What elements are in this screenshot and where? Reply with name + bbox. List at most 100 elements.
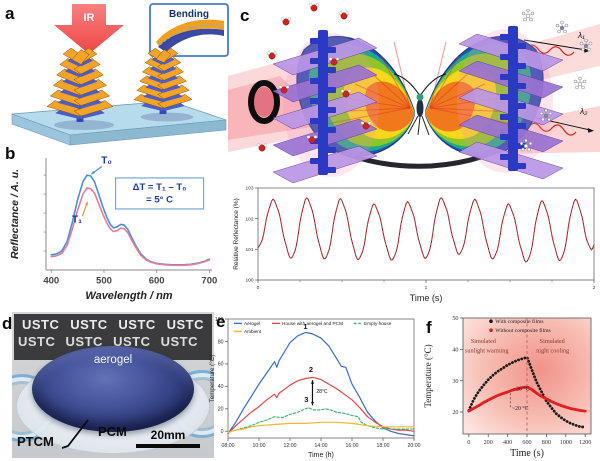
svg-text:= 5° C: = 5° C bbox=[146, 194, 173, 205]
pcm-pointer-line bbox=[61, 419, 89, 449]
lambda1-annotation: λ₁ bbox=[523, 30, 590, 56]
watermark-text: USTC bbox=[70, 317, 108, 332]
panel-f-chart: 0 200 400 600 800 1000 1200 20 30 40 50 Time (s) Tem… bbox=[423, 315, 592, 459]
watermark-text: USTC bbox=[118, 317, 156, 332]
svg-text:2: 2 bbox=[593, 285, 596, 291]
svg-text:1: 1 bbox=[303, 322, 307, 331]
scale-bar bbox=[136, 444, 200, 448]
svg-text:28°C: 28°C bbox=[316, 389, 328, 395]
svg-text:Relative Reflectance (%): Relative Reflectance (%) bbox=[233, 198, 240, 270]
watermark-text: USTC bbox=[113, 334, 151, 349]
svg-text:Wavelength / nm: Wavelength / nm bbox=[85, 290, 172, 302]
svg-text:100: 100 bbox=[215, 317, 224, 323]
svg-text:100: 100 bbox=[245, 278, 253, 284]
panel-c-chart: 0 1 2 100 101 102 103 Time (s) Relative Reflecta… bbox=[233, 186, 596, 303]
panel-c-illustration: λ₁ λ₂ bbox=[228, 3, 600, 184]
bending-inset: Bending bbox=[149, 3, 229, 57]
aerogel-label: aerogel bbox=[93, 354, 133, 366]
pcm-label: PCM bbox=[98, 424, 127, 439]
svg-text:800: 800 bbox=[542, 439, 551, 446]
watermark-text: USTC bbox=[65, 334, 103, 349]
lambda1-label: λ₁ bbox=[577, 30, 585, 40]
svg-text:30: 30 bbox=[452, 378, 458, 385]
svg-text:600: 600 bbox=[149, 276, 165, 287]
svg-text:night cooling: night cooling bbox=[536, 347, 569, 354]
svg-text:700: 700 bbox=[201, 276, 217, 287]
lambda2-label: λ₂ bbox=[579, 106, 588, 116]
panel-a-letter: a bbox=[5, 4, 15, 23]
svg-text:14:00: 14:00 bbox=[315, 443, 328, 449]
svg-text:3: 3 bbox=[304, 395, 308, 404]
ir-label: IR bbox=[84, 12, 95, 24]
svg-text:400: 400 bbox=[503, 439, 512, 446]
svg-text:18:00: 18:00 bbox=[377, 443, 390, 449]
panel-f-letter: f bbox=[426, 318, 432, 337]
svg-text:500: 500 bbox=[96, 276, 112, 287]
svg-text:400: 400 bbox=[43, 276, 59, 287]
svg-text:80: 80 bbox=[218, 339, 224, 345]
ir-arrow-icon bbox=[54, 4, 124, 54]
svg-text:2: 2 bbox=[309, 365, 313, 374]
svg-text:0: 0 bbox=[221, 429, 224, 435]
svg-text:50: 50 bbox=[452, 315, 458, 322]
svg-text:103: 103 bbox=[245, 186, 253, 192]
bending-label: Bending bbox=[169, 9, 209, 20]
svg-text:10:00: 10:00 bbox=[253, 443, 266, 449]
panel-c-letter: c bbox=[240, 6, 250, 25]
watermark-text: USTC bbox=[160, 334, 198, 349]
svg-text:0: 0 bbox=[467, 439, 470, 446]
svg-text:Empty house: Empty house bbox=[364, 321, 392, 326]
svg-text:Without composite films: Without composite films bbox=[495, 327, 550, 334]
svg-text:ΔT = T₁ – T₀: ΔT = T₁ – T₀ bbox=[133, 182, 187, 193]
panel-e-chart: 08:00 10:00 12:00 14:00 16:00 18:00 20:00 0 20 40… bbox=[209, 317, 421, 459]
svg-text:600: 600 bbox=[522, 439, 531, 446]
svg-text:T₁: T₁ bbox=[72, 215, 82, 226]
svg-text:20:00: 20:00 bbox=[408, 443, 421, 449]
svg-text:Time (h): Time (h) bbox=[308, 452, 334, 459]
svg-text:With composite films: With composite films bbox=[495, 318, 543, 325]
watermark-text: USTC bbox=[166, 317, 204, 332]
svg-text:1000: 1000 bbox=[560, 439, 572, 446]
svg-text:Temperature (°C): Temperature (°C) bbox=[423, 344, 433, 407]
svg-text:Reflectance / A. u.: Reflectance / A. u. bbox=[9, 169, 21, 259]
aerogel-disc bbox=[32, 346, 194, 432]
ustc-row-2: USTC USTC USTC USTC bbox=[14, 332, 212, 349]
ustc-row-1: USTC USTC USTC USTC bbox=[14, 314, 212, 332]
panel-d-photo: USTC USTC USTC USTC USTC USTC USTC USTC aeroge… bbox=[12, 312, 214, 458]
svg-text:102: 102 bbox=[245, 216, 253, 222]
panel-a-illustration: IR Bending bbox=[11, 3, 229, 146]
svg-text:Time (s): Time (s) bbox=[510, 448, 544, 459]
substrate bbox=[11, 100, 227, 146]
svg-text:1200: 1200 bbox=[579, 439, 591, 446]
svg-text:20: 20 bbox=[218, 407, 224, 413]
svg-text:60: 60 bbox=[218, 362, 224, 368]
svg-text:12:00: 12:00 bbox=[284, 443, 297, 449]
svg-text:sunlight warming: sunlight warming bbox=[465, 347, 508, 354]
lambda2-annotation: λ₂ bbox=[527, 106, 594, 136]
panel-b-letter: b bbox=[5, 144, 16, 163]
ptcm-label: PTCM bbox=[17, 434, 54, 449]
svg-text:Simulated: Simulated bbox=[471, 338, 497, 345]
svg-text:40: 40 bbox=[452, 347, 458, 354]
scale-bar-label: 20mm bbox=[150, 428, 186, 442]
svg-text:20: 20 bbox=[452, 409, 458, 416]
svg-text:Simulated: Simulated bbox=[540, 338, 566, 345]
svg-text:200: 200 bbox=[484, 439, 493, 446]
svg-text:Temperature (°C): Temperature (°C) bbox=[209, 355, 216, 403]
svg-text:T₀: T₀ bbox=[101, 156, 112, 167]
svg-text:~20 °C: ~20 °C bbox=[512, 405, 529, 412]
panel-b-chart: 400 500 600 700 Wavelength / nm Reflectance /… bbox=[9, 156, 217, 302]
panel-d-letter: d bbox=[2, 314, 13, 333]
watermark-text: USTC bbox=[22, 317, 60, 332]
svg-text:16:00: 16:00 bbox=[346, 443, 359, 449]
svg-text:~26 °C: ~26 °C bbox=[513, 386, 530, 393]
svg-text:Time (s): Time (s) bbox=[410, 293, 443, 303]
svg-text:08:00: 08:00 bbox=[222, 443, 235, 449]
panel-e-letter: e bbox=[216, 312, 226, 331]
svg-text:0: 0 bbox=[257, 285, 260, 291]
camera-lens-icon bbox=[248, 80, 280, 124]
svg-text:Ambient: Ambient bbox=[244, 329, 262, 334]
svg-text:House with aerogel and PCM: House with aerogel and PCM bbox=[282, 321, 343, 326]
svg-text:40: 40 bbox=[218, 384, 224, 390]
svg-text:101: 101 bbox=[245, 247, 253, 253]
